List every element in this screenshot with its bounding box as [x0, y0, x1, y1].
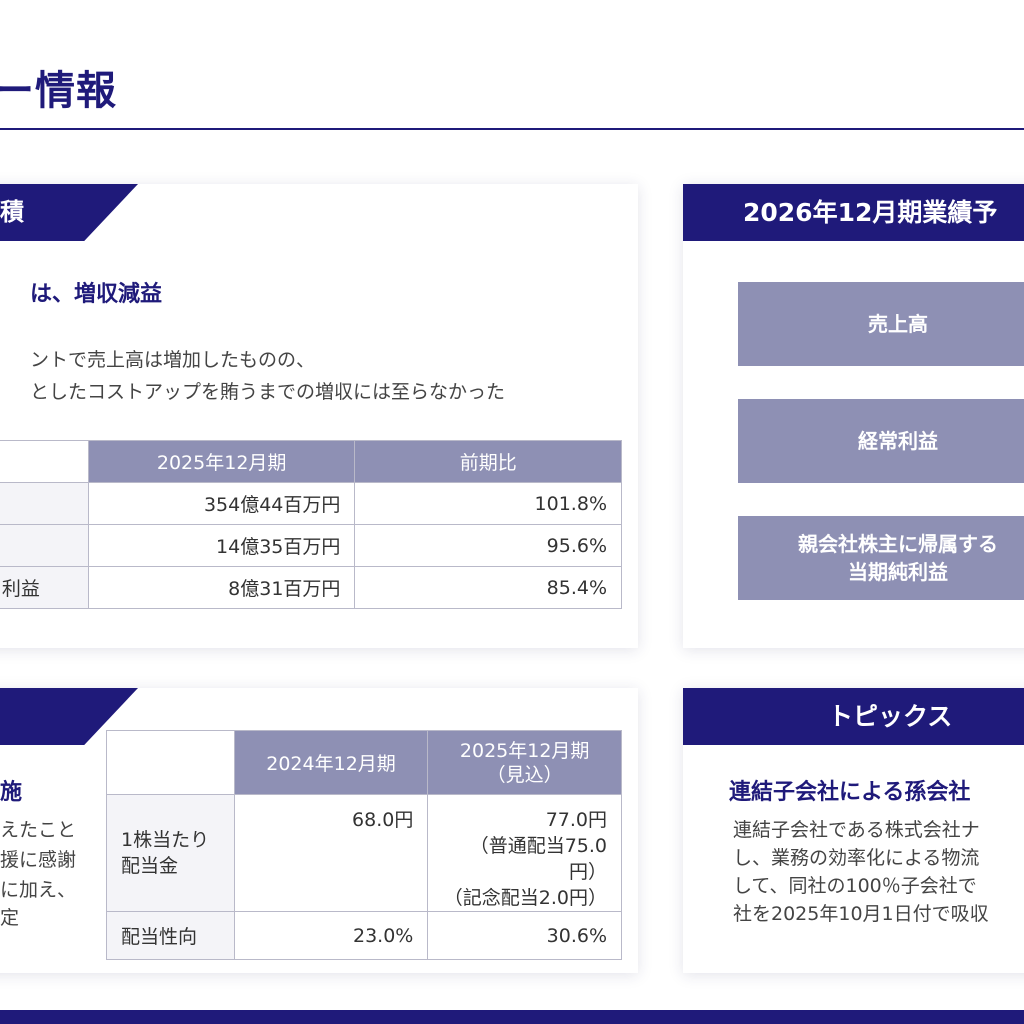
table-header: [106, 730, 235, 795]
results-text-line-1: ントで売上高は増加したものの、: [30, 349, 316, 371]
title-underline: [0, 128, 1024, 130]
table-header: 2024年12月期: [233, 730, 429, 795]
forecast-item-net-income[interactable]: 親会社株主に帰属する 当期純利益: [738, 516, 1024, 600]
topics-banner: トピックス: [683, 688, 1024, 745]
dividend-text-line-3: に加え、: [0, 879, 77, 901]
footer-bar: [0, 1010, 1024, 1024]
dividend-text-line-1: えたこと: [0, 819, 77, 841]
results-tab: 積: [0, 184, 138, 241]
dividend-card: 施 えたこと 援に感謝 に加え、 定 2024年12月期 2025年12月期 （…: [0, 688, 638, 973]
forecast-banner: 2026年12月期業績予: [683, 184, 1024, 241]
table-header: 2025年12月期: [87, 440, 356, 483]
forecast-item-ordinary-profit[interactable]: 経常利益: [738, 399, 1024, 483]
topics-text-line-3: して、同社の100％子会社で: [733, 875, 977, 897]
table-row: 利益 8億31百万円 85.4%: [0, 566, 622, 609]
dividend-text-line-2: 援に感謝: [0, 849, 77, 871]
topics-text-line-1: 連結子会社である株式会社ナ: [733, 819, 980, 841]
forecast-card: 2026年12月期業績予 売上高 経常利益 親会社株主に帰属する 当期純利益: [683, 184, 1024, 648]
table-row: 14億35百万円 95.6%: [0, 524, 622, 567]
forecast-item-sales[interactable]: 売上高: [738, 282, 1024, 366]
dividend-text-line-4: 定: [0, 907, 20, 929]
table-row: 354億44百万円 101.8%: [0, 482, 622, 525]
table-header: 2025年12月期 （見込）: [427, 730, 622, 795]
topics-text-line-4: 社を2025年10月1日付で吸収: [733, 903, 989, 925]
page-title: ー情報: [0, 68, 117, 114]
topics-card: トピックス 連結子会社による孫会社 連結子会社である株式会社ナ し、業務の効率化…: [683, 688, 1024, 973]
results-headline: は、増収減益: [30, 282, 163, 307]
table-row: 1株当たり 配当金 68.0円 77.0円 （普通配当75.0円） （記念配当2…: [106, 794, 622, 912]
dividend-table: 2024年12月期 2025年12月期 （見込） 1株当たり 配当金 68.0円…: [106, 730, 622, 960]
topics-headline: 連結子会社による孫会社: [729, 780, 971, 805]
table-header: 前期比: [354, 440, 622, 483]
results-card: 積 は、増収減益 ントで売上高は増加したものの、 としたコストアップを賄うまでの…: [0, 184, 638, 648]
table-header: [0, 440, 89, 483]
table-row: 配当性向 23.0% 30.6%: [106, 911, 622, 960]
dividend-headline: 施: [0, 780, 23, 805]
results-text-line-2: としたコストアップを賄うまでの増収には至らなかった: [30, 381, 506, 403]
topics-text-line-2: し、業務の効率化による物流: [733, 847, 980, 869]
results-table: 2025年12月期 前期比 354億44百万円 101.8% 14億35百万円 …: [0, 440, 622, 609]
